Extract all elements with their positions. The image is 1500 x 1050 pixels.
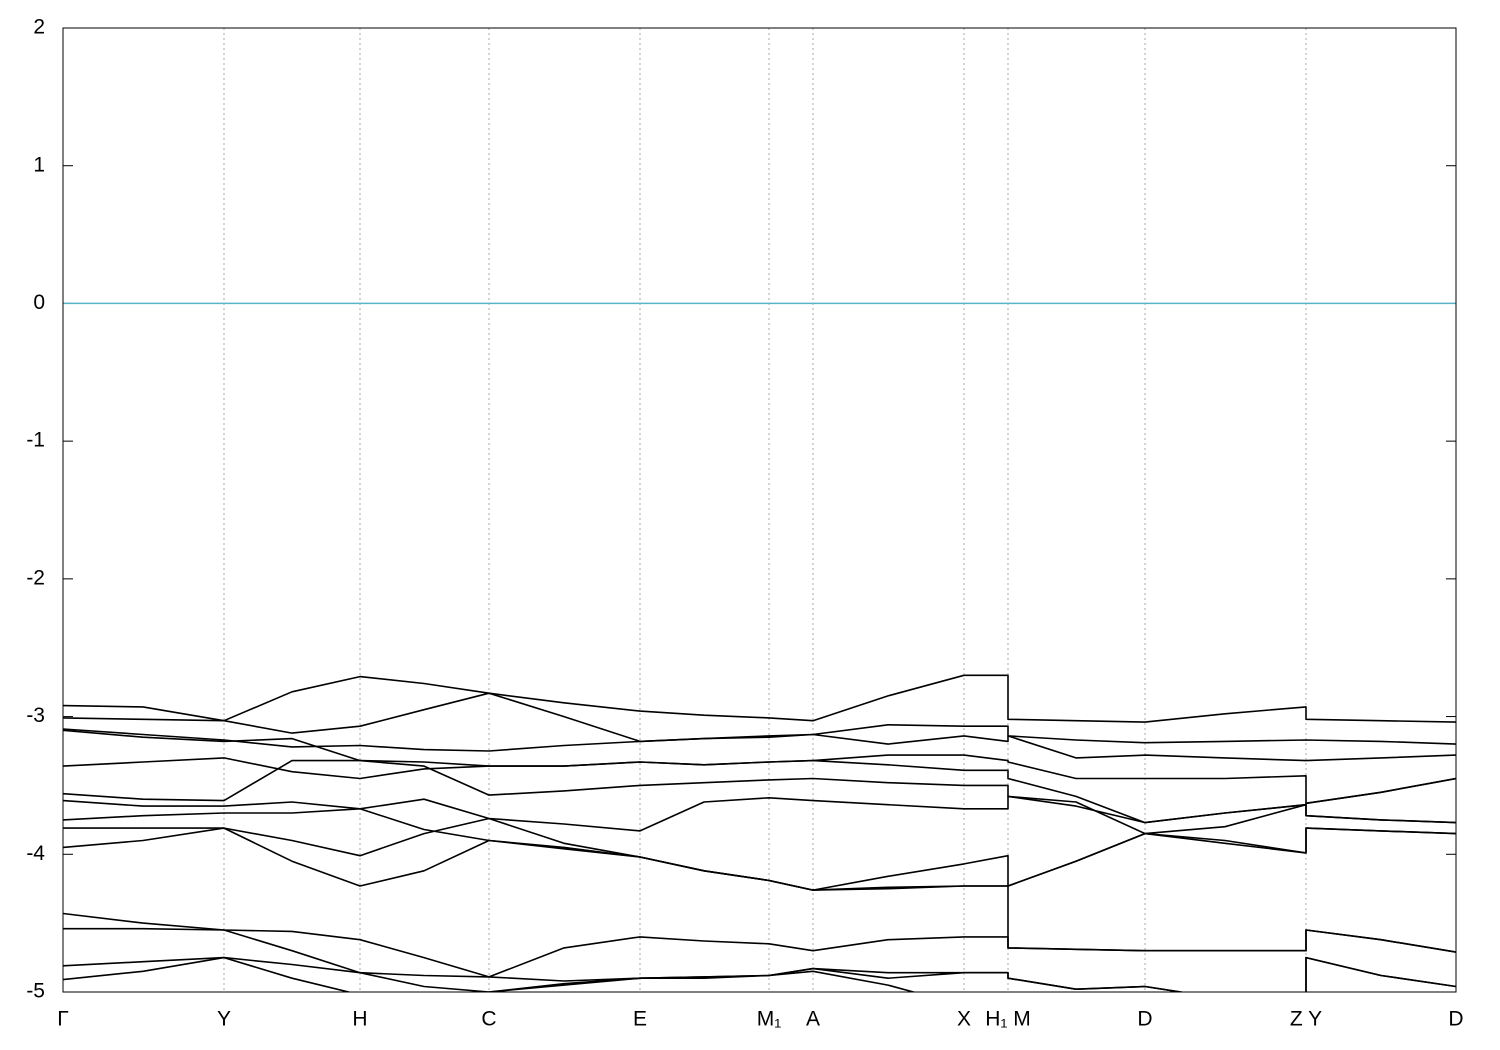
x-tick-label: M₁ — [757, 1008, 782, 1031]
x-tick-label: A — [806, 1008, 820, 1031]
band-line — [63, 728, 1456, 762]
x-tick-label: Y — [217, 1008, 231, 1031]
x-tick-label: D — [1137, 1008, 1152, 1031]
y-tick-label: -2 — [26, 566, 45, 589]
y-tick-label: -3 — [26, 704, 45, 727]
plot-frame — [62, 27, 1457, 993]
x-tick-label: C — [481, 1008, 496, 1031]
band-line — [63, 759, 1456, 854]
band-line — [63, 777, 1456, 832]
bands — [63, 674, 1456, 992]
band-line — [63, 956, 1456, 992]
x-tick-label: X — [957, 1008, 971, 1031]
x-tick-label: Γ — [57, 1008, 69, 1031]
y-tick-label: 2 — [33, 16, 45, 39]
y-tick-label: 0 — [33, 291, 45, 314]
y-tick-label: 1 — [33, 153, 45, 176]
x-tick-label: E — [633, 1008, 647, 1031]
band-line — [63, 674, 1456, 723]
x-tick-label: H — [352, 1008, 367, 1031]
band-line — [63, 912, 1456, 978]
y-tick-label: -4 — [26, 842, 45, 865]
band-line — [63, 956, 917, 992]
x-tick-label: H₁ M — [985, 1008, 1031, 1031]
y-tick-label: -5 — [26, 980, 45, 1003]
x-tick-label: D — [1448, 1008, 1463, 1031]
x-tick-label: Z Y — [1290, 1008, 1322, 1031]
y-tick-label: -1 — [26, 429, 45, 452]
